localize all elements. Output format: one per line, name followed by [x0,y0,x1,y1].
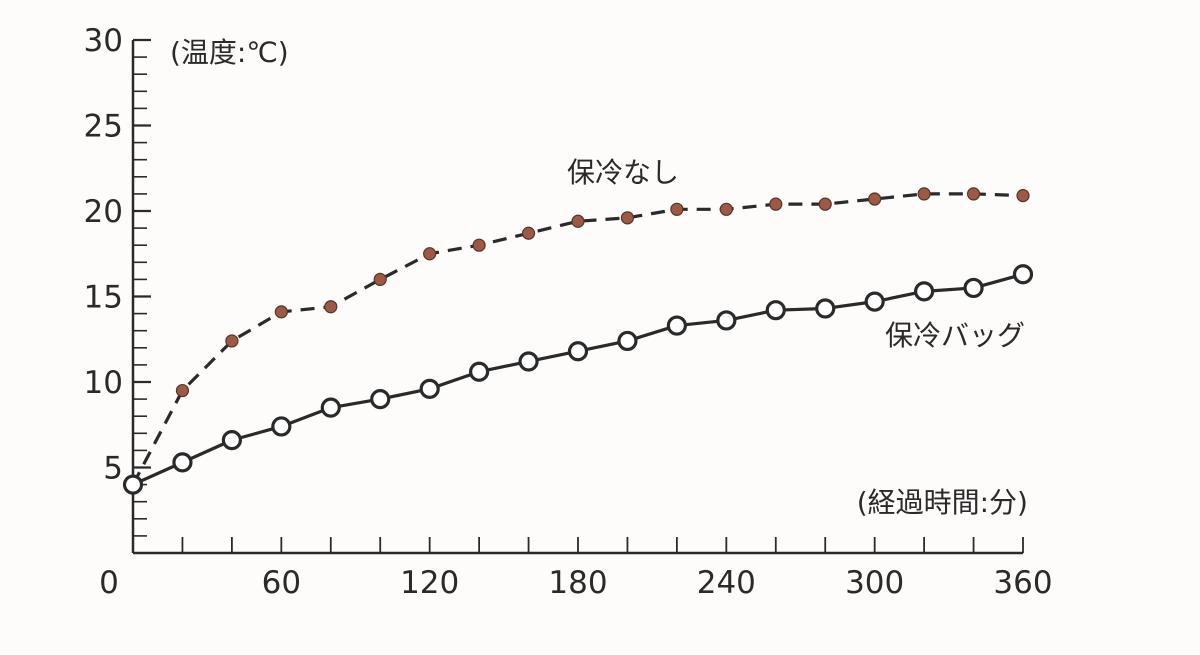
data-point-no-cooling [818,197,832,211]
data-point-cooler-bag [172,452,193,473]
y-tick-label: 10 [84,365,123,401]
x-tick-label: 240 [697,565,756,601]
data-point-no-cooling [175,383,190,398]
data-point-cooler-bag [271,416,292,437]
series-label-cooler-bag: 保冷バッグ [885,319,1025,352]
data-point-cooler-bag [370,389,391,410]
data-point-no-cooling [1016,189,1030,203]
y-tick-label: 25 [84,109,123,145]
data-point-no-cooling [670,202,684,216]
data-point-no-cooling [966,187,981,201]
data-point-no-cooling [917,187,931,201]
data-point-no-cooling [373,272,387,286]
data-point-no-cooling [324,300,338,314]
data-point-no-cooling [769,197,783,211]
data-point-no-cooling [423,247,437,261]
data-point-no-cooling [571,214,585,228]
data-point-cooler-bag [122,474,144,495]
y-axis-label: (温度:℃) [170,36,289,69]
data-point-no-cooling [521,226,536,240]
x-tick-label: 60 [262,565,301,601]
data-point-no-cooling [274,305,288,319]
data-point-no-cooling [225,334,239,348]
series-line-cooler-bag [132,272,1024,487]
data-point-cooler-bag [567,341,589,362]
x-tick-label: 180 [548,565,607,601]
x-tick-label: 300 [845,565,904,601]
data-point-cooler-bag [815,298,836,319]
data-point-no-cooling [868,192,882,206]
data-point-cooler-bag [419,378,440,399]
data-point-cooler-bag [666,315,687,336]
data-point-cooler-bag [864,291,885,312]
data-point-cooler-bag [963,277,984,299]
y-tick-label: 20 [84,194,123,230]
data-point-no-cooling [620,211,635,225]
data-point-cooler-bag [320,397,341,418]
x-axis-label: (経過時間:分) [857,486,1028,519]
data-point-cooler-bag [716,310,737,331]
series-layer [122,187,1034,495]
data-point-no-cooling [719,202,733,216]
x-tick-label: 120 [400,565,459,601]
data-point-cooler-bag [617,330,638,352]
series-label-no-cooling: 保冷なし [567,156,679,189]
data-point-cooler-bag [1012,264,1034,285]
data-point-cooler-bag [221,430,242,451]
x-tick-label: 0 [99,565,119,601]
data-point-cooler-bag [914,281,935,302]
data-point-cooler-bag [765,300,786,321]
data-point-cooler-bag [518,351,539,372]
x-tick-label: 360 [993,565,1052,601]
y-tick-label: 30 [84,23,123,59]
data-point-cooler-bag [469,361,490,382]
data-point-no-cooling [472,238,486,252]
y-tick-label: 5 [103,451,123,487]
y-tick-label: 15 [84,280,123,316]
